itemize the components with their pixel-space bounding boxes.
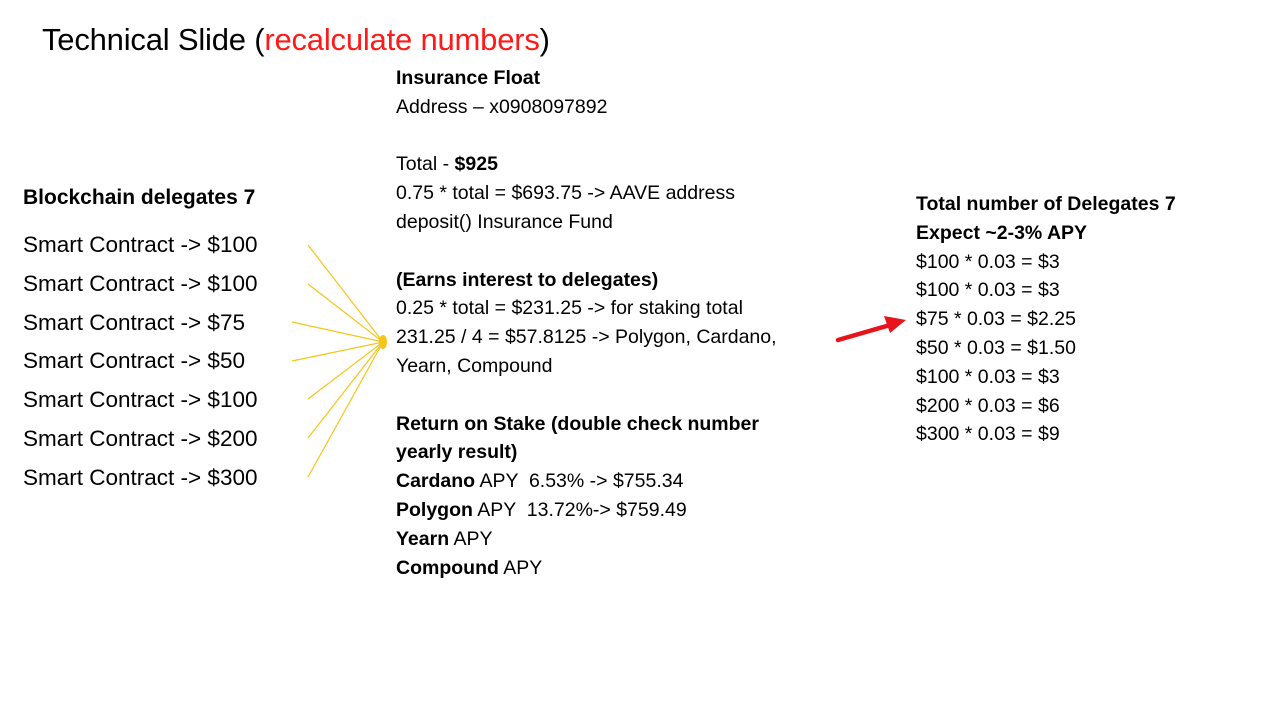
title-highlight: recalculate numbers	[264, 22, 540, 57]
list-item: Smart Contract -> $100	[23, 270, 258, 296]
apy-calc-line: $200 * 0.03 = $6	[916, 394, 1060, 417]
return-heading: yearly result)	[396, 441, 518, 464]
list-item: Smart Contract -> $50	[23, 348, 245, 374]
fan-line	[291, 341, 384, 362]
fan-line	[307, 341, 384, 478]
insurance-float-block: Insurance Float Address – x0908097892 To…	[396, 64, 777, 582]
total-label: Total -	[396, 153, 455, 176]
split-line: 231.25 / 4 = $57.8125 -> Polygon, Cardan…	[396, 326, 777, 349]
staking-line: 0.25 * total = $231.25 -> for staking to…	[396, 297, 743, 320]
apy-calc-line: $300 * 0.03 = $9	[916, 423, 1060, 446]
list-item: Smart Contract -> $75	[23, 309, 245, 335]
stake-name: Yearn	[396, 527, 450, 550]
stake-row: Compound APY	[396, 554, 777, 583]
fan-line	[307, 283, 384, 343]
address-line: Address – x0908097892	[396, 95, 608, 118]
stake-row: Cardano APY 6.53% -> $755.34	[396, 467, 777, 496]
stake-detail: APY	[449, 527, 493, 550]
total-line: Total - $925	[396, 150, 777, 179]
apy-calc-line: $100 * 0.03 = $3	[916, 279, 1060, 302]
apy-block: Total number of Delegates 7 Expect ~2-3%…	[916, 190, 1176, 449]
stake-detail: APY 6.53% -> $755.34	[475, 470, 684, 493]
split-line: Yearn, Compound	[396, 354, 553, 377]
list-item: Smart Contract -> $100	[23, 387, 258, 413]
earns-heading: (Earns interest to delegates)	[396, 268, 659, 291]
fan-line	[307, 341, 384, 439]
red-arrow-icon	[835, 316, 906, 343]
smart-contract-list: Smart Contract -> $100 Smart Contract ->…	[23, 230, 257, 502]
insurance-float-heading: Insurance Float	[396, 67, 541, 89]
list-item: Smart Contract -> $100	[23, 232, 258, 257]
stake-detail: APY 13.72%-> $759.49	[472, 498, 687, 521]
aave-line: 0.75 * total = $693.75 -> AAVE address	[396, 182, 735, 205]
title-suffix: )	[539, 22, 550, 57]
fan-line	[307, 244, 384, 343]
apy-calc-line: $50 * 0.03 = $1.50	[916, 336, 1076, 359]
fan-line	[291, 321, 384, 343]
total-value: $925	[454, 153, 498, 176]
apy-calc-line: $100 * 0.03 = $3	[916, 250, 1060, 273]
fan-line	[307, 341, 384, 400]
list-item: Smart Contract -> $200	[23, 425, 258, 451]
stake-name: Cardano	[396, 470, 476, 493]
stake-name: Polygon	[396, 498, 473, 521]
fan-convergence-point	[379, 335, 387, 349]
apy-calc-line: $100 * 0.03 = $3	[916, 365, 1060, 388]
delegates-total-heading: Total number of Delegates 7	[916, 193, 1176, 215]
apy-expect-heading: Expect ~2-3% APY	[916, 221, 1088, 244]
delegates-heading: Blockchain delegates 7	[23, 186, 256, 209]
slide-title: Technical Slide (recalculate numbers)	[42, 22, 550, 58]
deposit-line: deposit() Insurance Fund	[396, 210, 613, 233]
title-prefix: Technical Slide (	[42, 22, 265, 57]
apy-calc-line: $75 * 0.03 = $2.25	[916, 308, 1076, 331]
stake-detail: APY	[498, 556, 543, 579]
return-heading: Return on Stake (double check number	[396, 412, 759, 435]
stake-row: Polygon APY 13.72%-> $759.49	[396, 496, 777, 525]
fan-lines	[291, 244, 387, 478]
stake-row: Yearn APY	[396, 525, 777, 554]
list-item: Smart Contract -> $300	[23, 464, 258, 490]
stake-name: Compound	[396, 556, 499, 579]
